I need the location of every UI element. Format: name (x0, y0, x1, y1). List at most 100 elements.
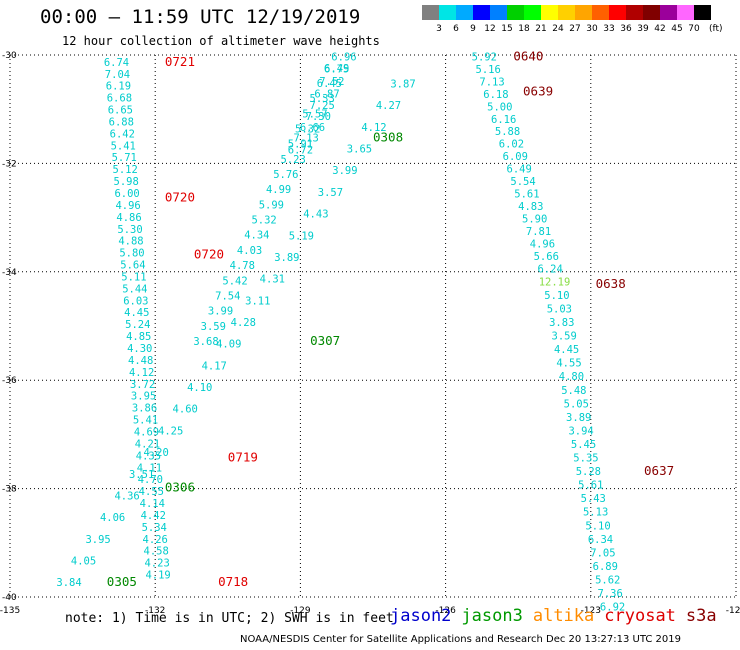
swh-value: 5.62 (595, 574, 620, 586)
swh-value: 4.28 (231, 317, 256, 329)
mission-label-jason3: jason3 (461, 606, 523, 626)
mission-label-jason2: jason2 (390, 606, 452, 626)
swh-value: 7.36 (598, 588, 623, 600)
swh-value: 6.34 (588, 534, 613, 546)
colorbar-label: 30 (586, 24, 598, 34)
colorbar-swatch (643, 5, 660, 20)
swh-value: 5.90 (522, 213, 547, 225)
note-text: note: 1) Time is in UTC; 2) SWH is in fe… (65, 611, 394, 626)
swh-value: 6.96 (331, 51, 356, 63)
swh-value: 3.86 (132, 403, 157, 415)
swh-value: 7.52 (319, 76, 344, 88)
swh-value: 3.89 (274, 252, 299, 264)
swh-value: 5.64 (120, 260, 145, 272)
swh-value: 7.13 (294, 133, 319, 145)
swh-value: 7.04 (105, 69, 130, 81)
swh-value: 5.24 (125, 319, 150, 331)
time-label: 0640 (513, 48, 543, 63)
swh-value: 4.42 (141, 510, 166, 522)
swh-value: 6.92 (600, 602, 625, 614)
chart-subtitle: 12 hour collection of altimeter wave hei… (62, 34, 380, 48)
colorbar-swatch (694, 5, 711, 20)
time-label: 0306 (165, 479, 195, 494)
x-tick-label: -135 (0, 606, 20, 616)
swh-value: 5.43 (581, 493, 606, 505)
swh-value: 5.41 (111, 140, 136, 152)
swh-value: 4.96 (115, 200, 140, 212)
swh-value: 4.69 (134, 426, 159, 438)
swh-value: 4.48 (128, 355, 153, 367)
swh-value: 5.92 (472, 51, 497, 63)
swh-value: 4.86 (116, 212, 141, 224)
swh-value: 4.12 (361, 122, 386, 134)
swh-value: 5.32 (295, 124, 320, 136)
swh-value: 6.24 (537, 263, 562, 275)
swh-value: 5.98 (114, 176, 139, 188)
swh-value: 5.42 (222, 275, 247, 287)
swh-value: 3.59 (201, 321, 226, 333)
swh-value: 4.12 (129, 367, 154, 379)
swh-value: 5.71 (112, 152, 137, 164)
swh-value: 5.45 (571, 439, 596, 451)
swh-value: 6.75 (324, 63, 349, 75)
swh-value: 12.19 (539, 276, 571, 288)
swh-value: 3.89 (566, 412, 591, 424)
time-label: 0307 (310, 333, 340, 348)
swh-value: 3.99 (332, 165, 357, 177)
swh-value: 5.54 (510, 176, 535, 188)
swh-value: 7.13 (479, 76, 504, 88)
swh-value: 5.91 (288, 139, 313, 151)
swh-value: 6.88 (109, 116, 134, 128)
swh-value: 4.60 (173, 404, 198, 416)
colorbar-swatch (677, 5, 694, 20)
colorbar-swatch (541, 5, 558, 20)
colorbar-swatch (422, 5, 439, 20)
swh-value: 4.27 (376, 100, 401, 112)
colorbar-label: 9 (470, 24, 476, 34)
swh-value: 3.94 (568, 425, 593, 437)
swh-value: 4.09 (216, 339, 241, 351)
time-label: 0305 (107, 574, 137, 589)
swh-value: 4.43 (303, 209, 328, 221)
swh-value: 4.17 (202, 360, 227, 372)
x-tick-label: -129 (290, 606, 311, 616)
swh-value: 4.55 (139, 486, 164, 498)
swh-value: 4.88 (118, 236, 143, 248)
swh-value: 4.58 (144, 546, 169, 558)
swh-value: 5.80 (119, 248, 144, 260)
colorbar-unit: (ft) (709, 24, 723, 34)
swh-value: 5.12 (113, 164, 138, 176)
swh-value: 6.68 (107, 93, 132, 105)
time-label: 0637 (644, 463, 674, 478)
swh-value: 5.76 (273, 169, 298, 181)
swh-value: 7.30 (306, 111, 331, 123)
swh-value: 6.87 (314, 88, 339, 100)
y-tick-label: -38 (2, 485, 17, 495)
y-tick-label: -40 (2, 593, 17, 603)
colorbar-label: 45 (671, 24, 683, 34)
swh-value: 4.80 (559, 371, 584, 383)
swh-value: 4.05 (71, 555, 96, 567)
swh-value: 3.51 (129, 469, 154, 481)
swh-value: 5.10 (585, 520, 610, 532)
swh-value: 4.26 (143, 534, 168, 546)
swh-value: 4.23 (144, 558, 169, 570)
colorbar-label: 39 (637, 24, 649, 34)
swh-value: 5.88 (495, 126, 520, 138)
colorbar-swatch (558, 5, 575, 20)
swh-value: 4.45 (124, 307, 149, 319)
x-tick-label: -126 (435, 606, 456, 616)
swh-value: 4.35 (136, 450, 161, 462)
colorbar-label: 21 (535, 24, 547, 34)
swh-value: 5.32 (251, 215, 276, 227)
colorbar-label: 36 (620, 24, 632, 34)
x-tick-label: -123 (581, 606, 601, 616)
swh-value: 4.99 (266, 184, 291, 196)
colorbar-swatch (626, 5, 643, 20)
swh-value: 4.11 (137, 462, 162, 474)
swh-value: 6.19 (106, 81, 131, 93)
swh-value: 5.05 (564, 398, 589, 410)
swh-value: 3.68 (193, 336, 218, 348)
mission-label-cryosat: cryosat (604, 606, 676, 626)
